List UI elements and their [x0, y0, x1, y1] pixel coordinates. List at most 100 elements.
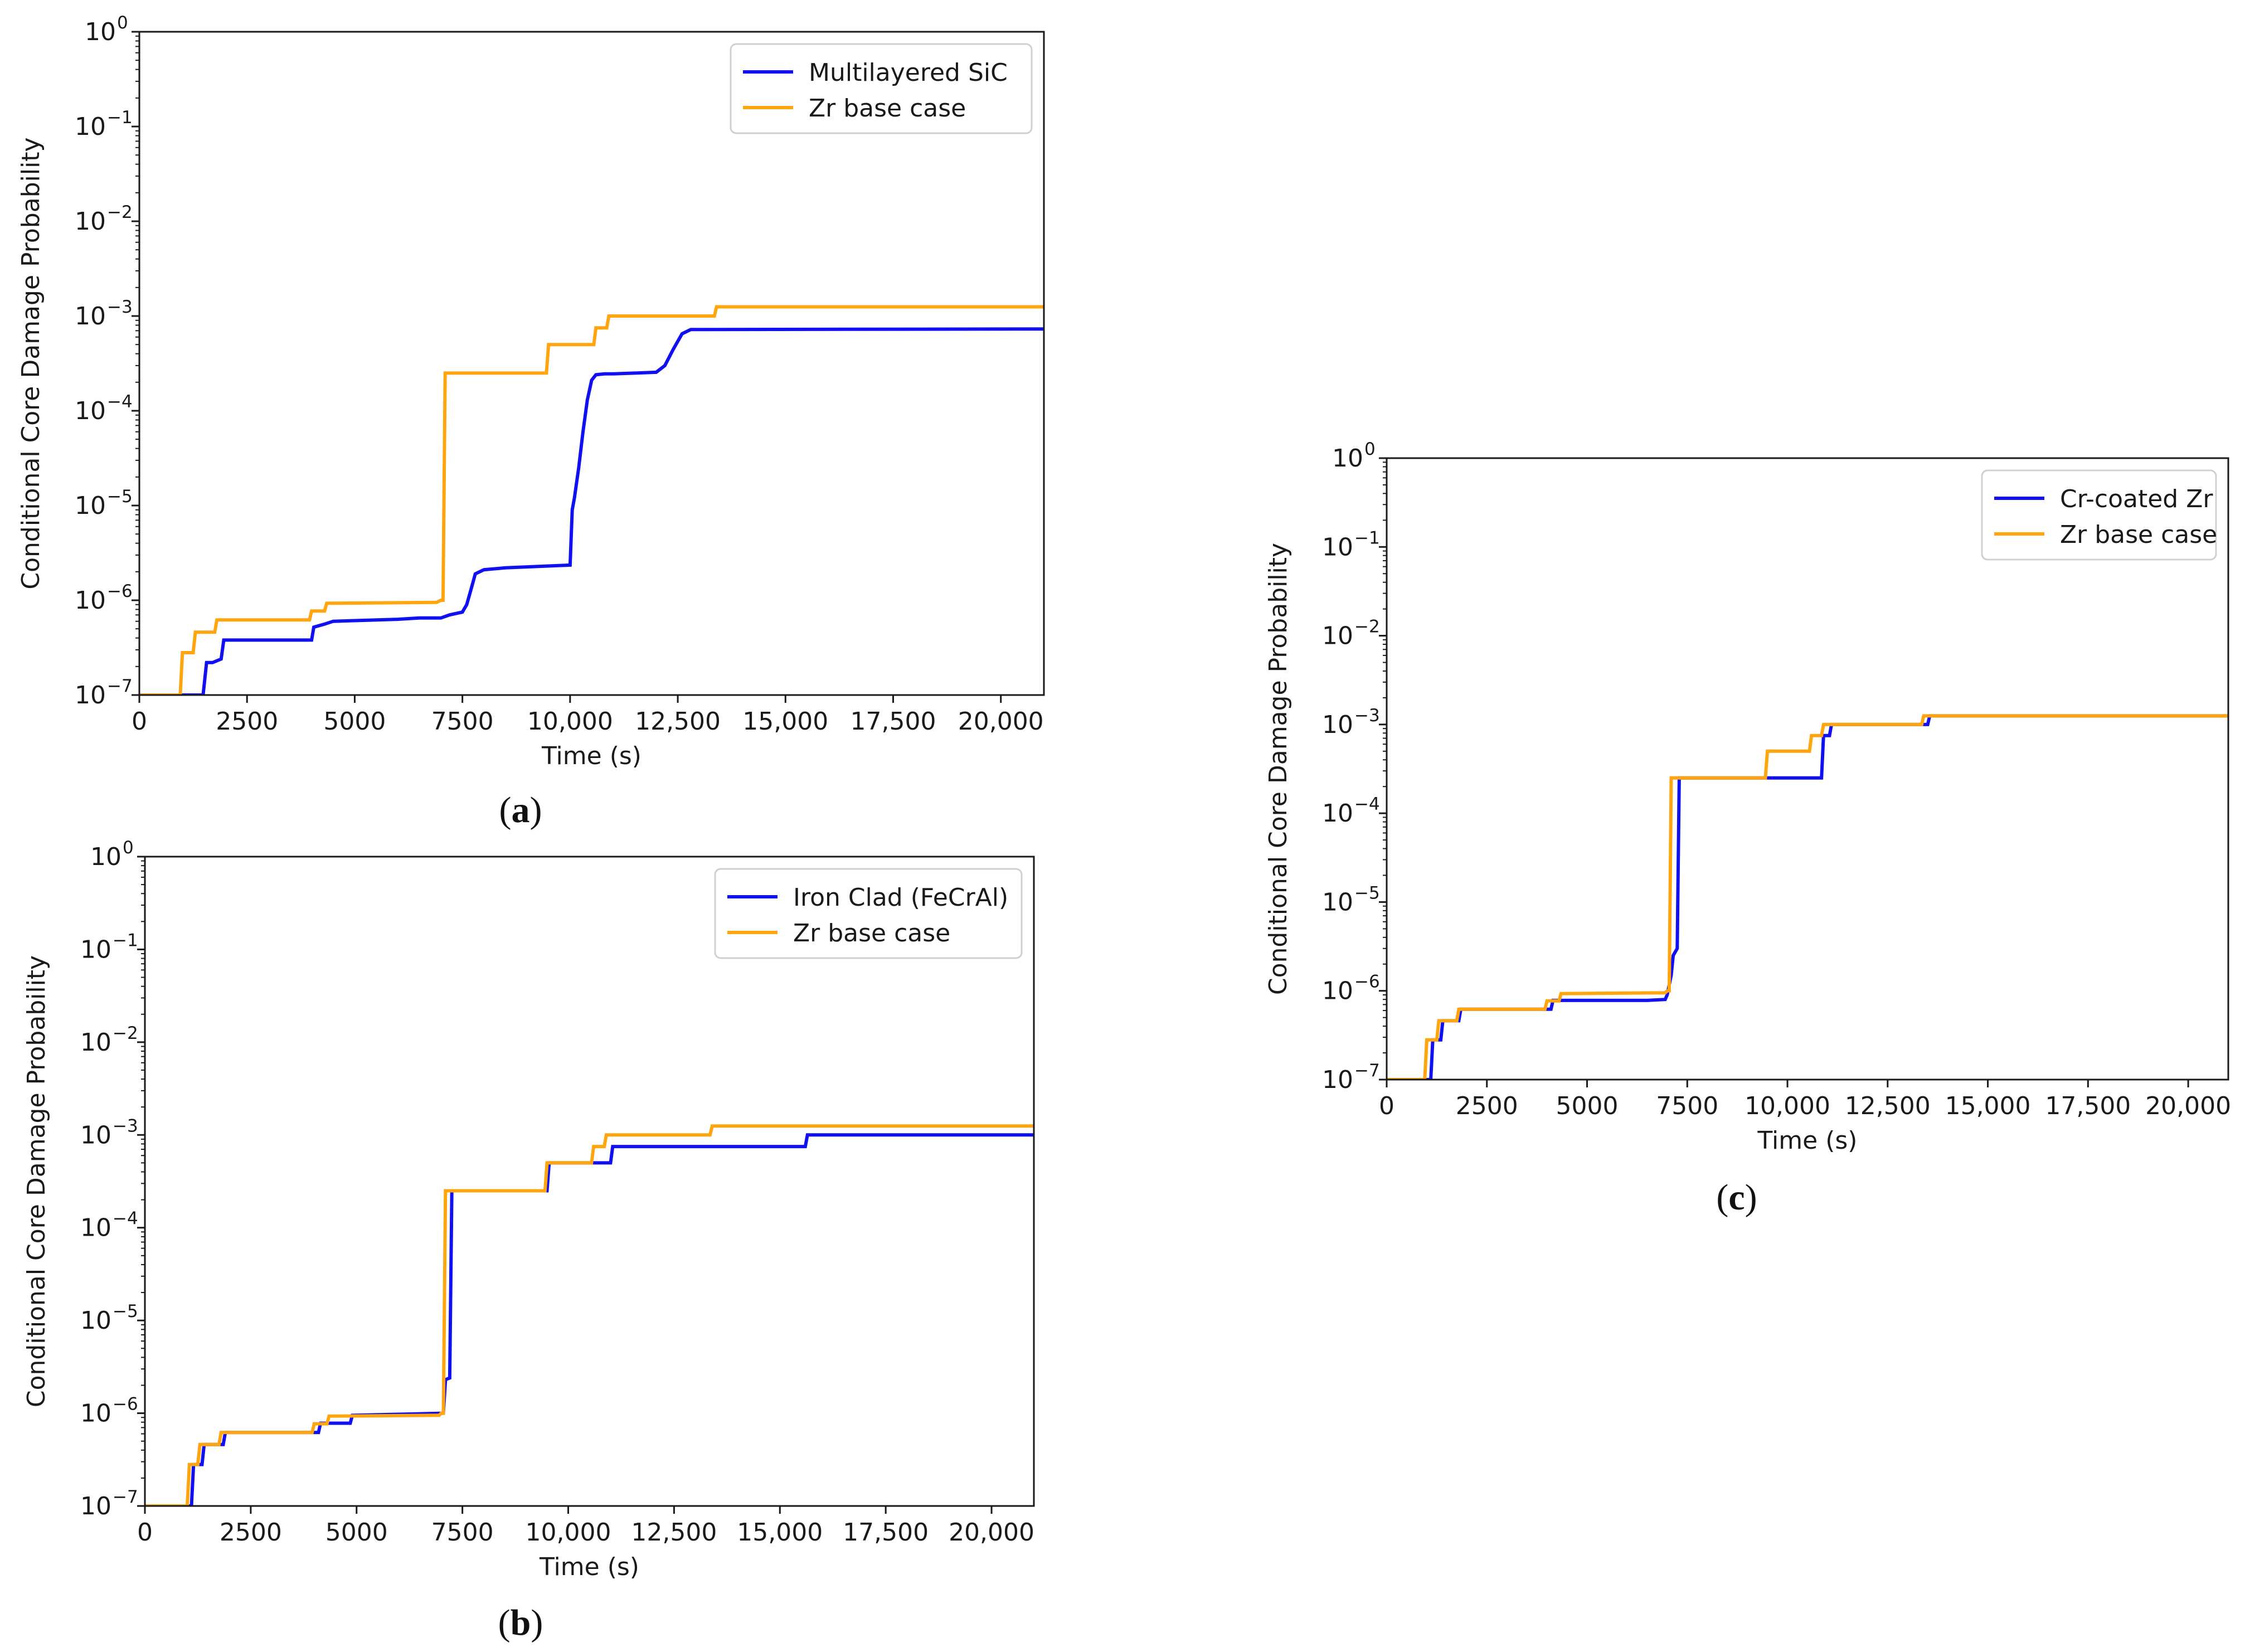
x-tick-label-b-5: 12,500: [631, 1518, 717, 1547]
y-tick-label-b-0: 10: [90, 843, 122, 871]
x-tick-label-b-7: 17,500: [843, 1518, 929, 1547]
y-axis-label-b: Conditional Core Damage Probability: [22, 955, 51, 1407]
x-tick-label-a-7: 17,500: [851, 707, 936, 736]
y-tick-label-a-7: 10: [75, 681, 106, 710]
legend-box-a: [730, 43, 1033, 134]
x-tick-label-b-1: 2500: [220, 1518, 282, 1547]
y-tick-exponent-c-3: −3: [1354, 706, 1380, 726]
y-tick-exponent-b-1: −1: [113, 930, 138, 950]
x-tick-label-a-3: 7500: [431, 707, 494, 736]
caption-b: (b): [498, 1602, 543, 1643]
x-tick-label-c-3: 7500: [1656, 1092, 1718, 1120]
y-tick-label-c-4: 10: [1322, 799, 1353, 828]
axes-frame-c: [1386, 457, 2229, 1081]
plot-area-b: 0 2500 5000 7500 10,000 12,500 15,000 17,500 20,…: [22, 838, 1035, 1581]
x-tick-label-a-0: 0: [132, 707, 147, 736]
y-tick-exponent-b-0: 0: [123, 838, 134, 858]
x-tick-label-c-1: 2500: [1456, 1092, 1518, 1120]
x-tick-label-a-5: 12,500: [635, 707, 721, 736]
x-tick-label-a-1: 2500: [216, 707, 278, 736]
x-tick-label-c-8: 20,000: [2145, 1092, 2231, 1120]
y-tick-exponent-b-6: −6: [113, 1395, 138, 1415]
y-tick-label-c-5: 10: [1322, 888, 1353, 916]
series-line-c-0: [1387, 714, 2228, 1080]
y-tick-label-a-3: 10: [75, 302, 106, 331]
x-tick-label-b-3: 7500: [431, 1518, 494, 1547]
y-tick-exponent-a-5: −5: [107, 487, 133, 507]
y-tick-exponent-c-1: −1: [1354, 528, 1380, 548]
y-axis-label-a: Conditional Core Damage Probability: [17, 137, 45, 589]
y-tick-exponent-a-4: −4: [107, 392, 133, 412]
y-tick-exponent-a-7: −7: [107, 676, 133, 696]
y-tick-label-c-0: 10: [1332, 444, 1363, 473]
series-line-c-1: [1387, 714, 2228, 1080]
y-tick-label-a-0: 10: [85, 18, 116, 46]
x-tick-label-b-8: 20,000: [949, 1518, 1034, 1547]
legend-label-c-1: Zr base case: [2060, 521, 2217, 549]
y-tick-label-a-4: 10: [75, 397, 106, 425]
x-tick-label-a-4: 10,000: [527, 707, 613, 736]
y-tick-label-a-6: 10: [75, 586, 106, 615]
y-tick-label-a-2: 10: [75, 207, 106, 236]
x-tick-label-c-0: 0: [1379, 1092, 1394, 1120]
y-tick-exponent-b-5: −5: [113, 1301, 138, 1321]
y-tick-exponent-b-2: −2: [113, 1023, 138, 1043]
x-tick-label-b-4: 10,000: [526, 1518, 611, 1547]
x-tick-label-c-5: 12,500: [1845, 1092, 1931, 1120]
y-tick-label-b-7: 10: [80, 1492, 111, 1520]
plot-area-c: 0 2500 5000 7500 10,000 12,500 15,000 17,500 20,…: [1264, 439, 2231, 1155]
y-tick-label-c-2: 10: [1322, 622, 1353, 650]
y-tick-exponent-a-2: −2: [107, 202, 133, 222]
x-tick-label-a-8: 20,000: [958, 707, 1044, 736]
y-tick-exponent-a-1: −1: [107, 108, 133, 128]
caption-a: (a): [499, 790, 542, 830]
y-tick-label-b-1: 10: [80, 935, 111, 964]
x-tick-label-c-2: 5000: [1556, 1092, 1619, 1120]
y-tick-label-b-3: 10: [80, 1121, 111, 1149]
y-tick-exponent-b-3: −3: [113, 1116, 138, 1136]
plot-area-a: 0 2500 5000 7500 10,000 12,500 15,000 17,500 20,…: [17, 13, 1045, 770]
legend-label-c-0: Cr-coated Zr: [2060, 485, 2213, 513]
y-tick-label-b-2: 10: [80, 1028, 111, 1057]
x-tick-label-b-2: 5000: [325, 1518, 388, 1547]
y-tick-exponent-a-3: −3: [107, 297, 133, 317]
y-tick-label-c-3: 10: [1322, 711, 1353, 739]
y-tick-exponent-c-6: −6: [1354, 972, 1380, 992]
series-line-a-0: [139, 327, 1044, 695]
chart-panel-c: 0 2500 5000 7500 10,000 12,500 15,000 17,500 20,…: [1264, 439, 2231, 1218]
legend-label-b-0: Iron Clad (FeCrAl): [793, 883, 1008, 912]
x-tick-label-c-4: 10,000: [1745, 1092, 1830, 1120]
legend-label-a-0: Multilayered SiC: [809, 59, 1008, 87]
x-tick-label-c-7: 17,500: [2045, 1092, 2131, 1120]
x-tick-label-a-2: 5000: [323, 707, 386, 736]
legend-box-c: [1981, 469, 2217, 561]
y-tick-label-c-7: 10: [1322, 1066, 1353, 1094]
x-tick-label-c-6: 15,000: [1945, 1092, 2031, 1120]
legend-label-b-1: Zr base case: [793, 919, 950, 948]
chart-panel-b: 0 2500 5000 7500 10,000 12,500 15,000 17,500 20,…: [22, 838, 1035, 1643]
y-tick-exponent-c-2: −2: [1354, 617, 1380, 637]
x-tick-label-a-6: 15,000: [742, 707, 828, 736]
series-line-a-1: [139, 305, 1044, 695]
x-axis-label-b: Time (s): [539, 1553, 639, 1581]
x-axis-label-a: Time (s): [541, 742, 642, 770]
y-tick-label-b-4: 10: [80, 1214, 111, 1242]
y-tick-exponent-c-4: −4: [1354, 794, 1380, 814]
axes-frame-b: [144, 856, 1035, 1507]
y-tick-label-c-6: 10: [1322, 977, 1353, 1005]
x-axis-label-c: Time (s): [1757, 1126, 1858, 1155]
y-tick-exponent-c-7: −7: [1354, 1061, 1380, 1081]
y-axis-label-c: Conditional Core Damage Probability: [1264, 543, 1292, 995]
y-tick-label-a-1: 10: [75, 113, 106, 141]
y-tick-exponent-c-0: 0: [1364, 439, 1376, 459]
y-tick-exponent-a-0: 0: [117, 13, 128, 33]
y-tick-exponent-a-6: −6: [107, 581, 133, 601]
y-tick-label-a-5: 10: [75, 492, 106, 520]
y-tick-label-b-5: 10: [80, 1306, 111, 1335]
y-tick-exponent-b-7: −7: [113, 1487, 138, 1507]
y-tick-exponent-b-4: −4: [113, 1209, 138, 1229]
caption-c: (c): [1716, 1177, 1757, 1218]
series-line-b-1: [145, 1124, 1034, 1506]
